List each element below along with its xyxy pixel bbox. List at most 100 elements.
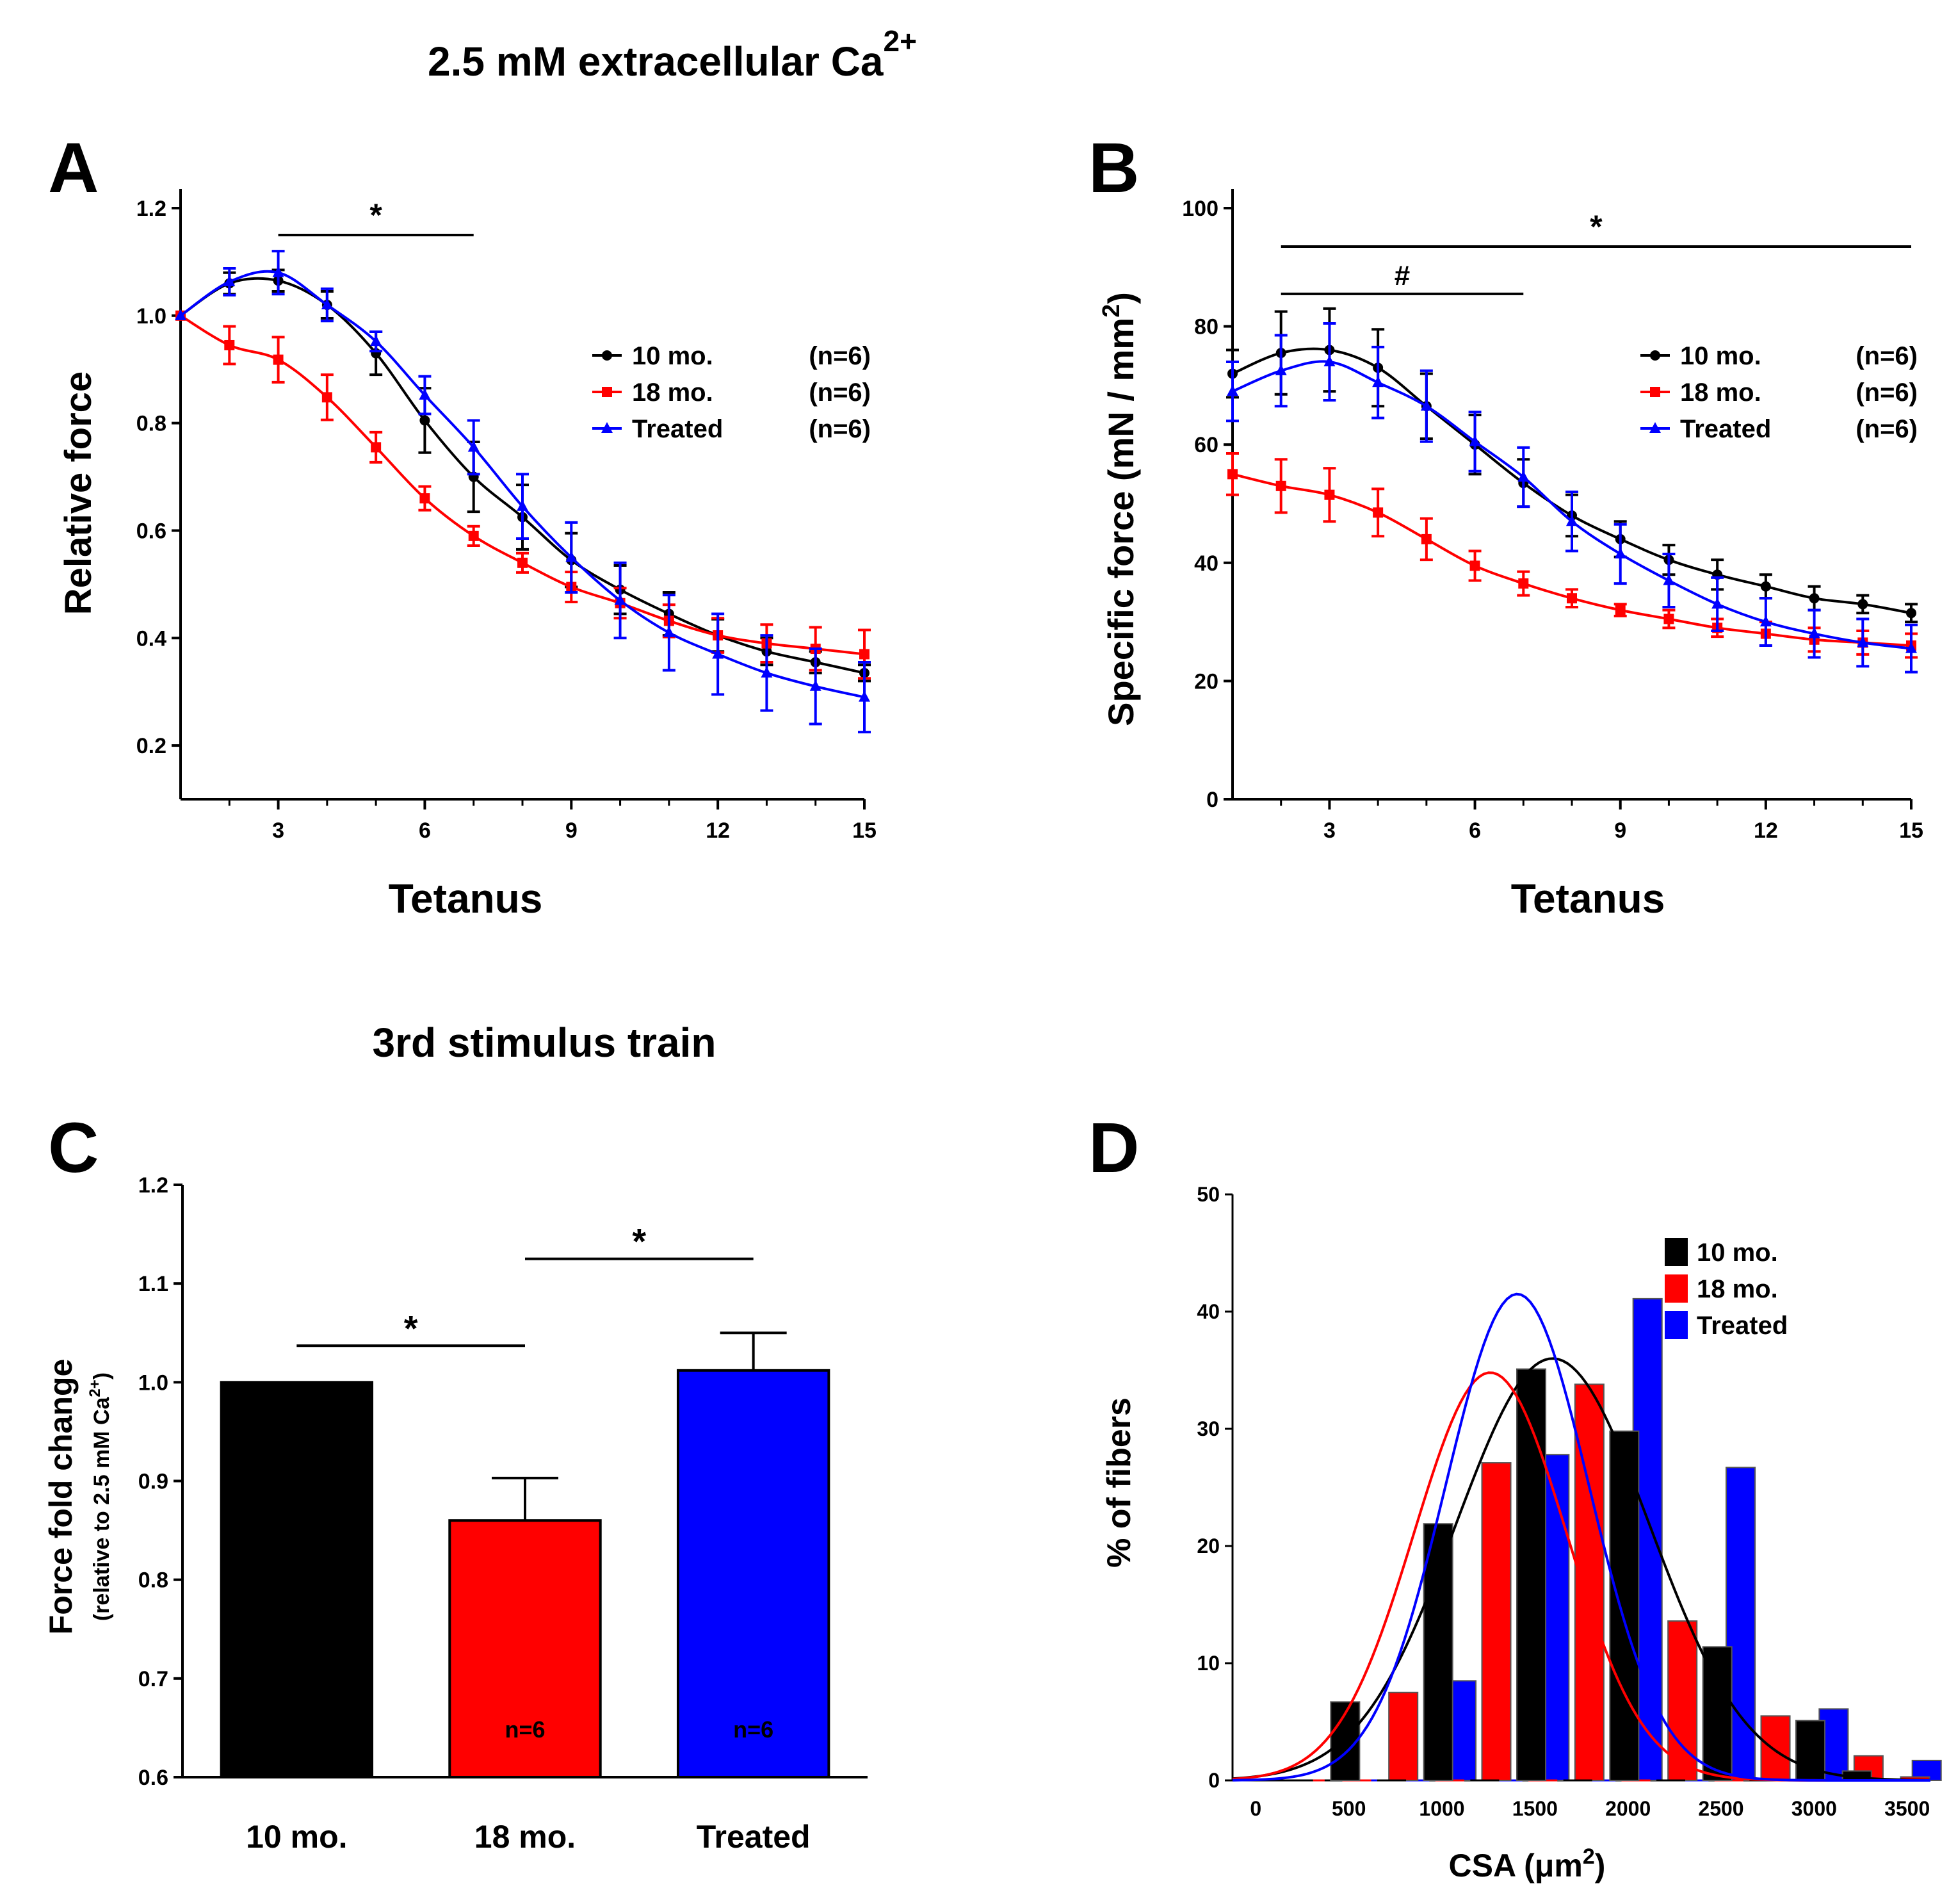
panel-a-series-1 <box>175 310 871 680</box>
panel-b-point <box>1857 636 1869 647</box>
panel-a-point <box>273 354 284 365</box>
panel-b-point <box>1518 578 1529 589</box>
panel-a-point <box>761 666 773 678</box>
panel-b-point <box>1227 385 1238 396</box>
panel-a-ytick-label: 0.4 <box>136 626 166 651</box>
panel-a-point <box>419 415 430 426</box>
panel-a-point <box>272 266 284 277</box>
panel-b-point <box>1615 605 1626 615</box>
panel-a-ytick-label: 1.2 <box>136 197 166 221</box>
panel-b-point <box>1760 581 1771 592</box>
panel-b-ylabel: Specific force (mN / mm2) <box>1098 292 1141 726</box>
panel-d-legend-swatch <box>1665 1238 1688 1266</box>
panel-a-point <box>371 442 382 453</box>
panel-b-point <box>1808 627 1820 639</box>
panel-d-ytick-label: 10 <box>1197 1652 1220 1675</box>
panel-c-category-label: 10 mo. <box>246 1819 347 1855</box>
panel-a-xtick-label: 6 <box>419 818 431 843</box>
panel-a-legend-n: (n=6) <box>809 342 871 370</box>
panel-label-c: C <box>48 1109 99 1187</box>
panel-c-bar <box>676 1369 830 1778</box>
panel-b-series-2 <box>1226 321 1918 674</box>
panel-a-ytick-label: 1.0 <box>136 304 166 329</box>
panel-a-legend-marker <box>602 350 612 361</box>
panel-b-legend-label: Treated <box>1680 415 1771 443</box>
panel-b-legend-marker <box>1650 387 1660 397</box>
panel-d-bar <box>1516 1368 1547 1781</box>
panel-c-category-label: 18 mo. <box>474 1819 576 1855</box>
panel-b-point <box>1663 614 1674 624</box>
panel-b-point <box>1567 593 1577 604</box>
panel-c-bar-label: n=6 <box>277 1716 317 1743</box>
panel-d-xtick-label: 1000 <box>1419 1797 1464 1820</box>
panel-a-ylabel: Relative force <box>58 371 99 615</box>
panel-b-point <box>1323 355 1336 366</box>
panel-b-point <box>1566 515 1578 526</box>
panel-a-xtick-label: 12 <box>706 818 730 843</box>
panel-a-point <box>712 647 724 659</box>
panel-a-xtick-label: 3 <box>272 818 284 843</box>
figure-title: 2.5 mM extracellular Ca2+ <box>428 24 917 85</box>
panel-a-ytick-label: 0.6 <box>136 519 166 543</box>
panel-a-legend-label: 10 mo. <box>632 342 713 370</box>
panel-c-chart: 3rd stimulus train Force fold change (re… <box>43 1020 868 1855</box>
panel-c-ytick-label: 0.7 <box>138 1667 168 1691</box>
panel-a-legend-label: 18 mo. <box>632 378 713 407</box>
panel-a-xtick-label: 9 <box>565 818 578 843</box>
panel-b-legend-n: (n=6) <box>1856 342 1918 370</box>
panel-d-fit-curve <box>1232 1292 1930 1782</box>
panel-a-point <box>517 557 528 568</box>
panel-a-point <box>321 392 332 403</box>
panel-d-bar <box>1388 1691 1419 1781</box>
panel-a-point <box>175 309 186 320</box>
panel-a-point <box>370 335 382 346</box>
panel-c-ytick-label: 1.1 <box>138 1272 168 1296</box>
panel-b-chart: Specific force (mN / mm2) Tetanus 0 20 40 6… <box>1098 189 1923 922</box>
panel-c-ylabel: Force fold change <box>43 1359 79 1635</box>
panel-b-xtick-label: 15 <box>1899 818 1923 843</box>
panel-a-legend-label: Treated <box>632 415 723 443</box>
panel-d-xlabel: CSA (μm2) <box>1449 1844 1606 1884</box>
panel-a-legend-marker <box>601 422 613 433</box>
panel-d-xtick-label: 500 <box>1332 1797 1366 1820</box>
panel-a-point <box>859 649 869 660</box>
panel-a-point <box>223 275 236 286</box>
panel-c-significance-label: * <box>632 1221 646 1262</box>
panel-d-bar <box>1760 1715 1791 1782</box>
panel-d-legend-label: 18 mo. <box>1697 1275 1778 1303</box>
panel-b-point <box>1905 642 1917 653</box>
panel-a-chart: Relative force Tetanus 0.2 0.4 0.6 0.8 1.0 1.… <box>58 189 877 922</box>
panel-d-ytick-label: 0 <box>1208 1769 1220 1792</box>
panel-a-point <box>468 530 479 541</box>
panel-c-bar <box>220 1381 374 1778</box>
panel-a-series-2 <box>175 250 871 734</box>
panel-b-ytick-label: 0 <box>1206 788 1218 812</box>
panel-label-b: B <box>1088 129 1139 207</box>
panel-d-ytick-label: 40 <box>1197 1300 1220 1323</box>
panel-a-point <box>419 389 431 400</box>
panel-b-ytick-label: 100 <box>1182 197 1218 221</box>
panel-b-significance-label: # <box>1395 260 1410 291</box>
panel-d-bar <box>1609 1430 1640 1781</box>
panel-a-ytick-label: 0.8 <box>136 412 166 436</box>
panel-c-significance-label: * <box>404 1308 418 1348</box>
panel-b-ytick-label: 40 <box>1194 551 1218 576</box>
panel-c-ylabel-sub: (relative to 2.5 mM Ca2+) <box>86 1372 114 1621</box>
panel-b-xtick-label: 9 <box>1614 818 1626 843</box>
panel-b-legend-label: 18 mo. <box>1680 378 1761 407</box>
panel-c-bar-label: n=6 <box>733 1716 773 1743</box>
panel-c-ytick-label: 0.8 <box>138 1568 168 1593</box>
panel-a-xlabel: Tetanus <box>389 875 543 922</box>
panel-d-bar <box>1795 1720 1826 1781</box>
panel-d-fit-curve <box>1232 1357 1931 1782</box>
panel-a-point <box>517 500 528 511</box>
panel-c-category-label: Treated <box>697 1819 811 1855</box>
panel-d-bar <box>1423 1523 1453 1781</box>
panel-d-legend-label: Treated <box>1697 1312 1788 1340</box>
panel-b-xtick-label: 6 <box>1469 818 1481 843</box>
panel-b-legend-n: (n=6) <box>1856 378 1918 407</box>
panel-b-point <box>1324 489 1335 500</box>
panel-a-series-line <box>179 277 865 674</box>
